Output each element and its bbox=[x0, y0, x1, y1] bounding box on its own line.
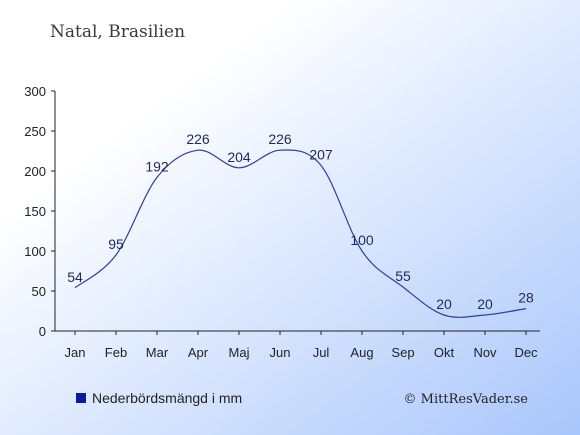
y-tick-label: 300 bbox=[24, 84, 46, 99]
legend-label: Nederbördsmängd i mm bbox=[92, 390, 242, 406]
data-label: 20 bbox=[436, 296, 452, 312]
x-tick-label: Sep bbox=[391, 345, 414, 360]
data-label: 95 bbox=[108, 236, 124, 252]
x-tick-label: Apr bbox=[188, 345, 209, 360]
data-label: 226 bbox=[186, 131, 210, 147]
y-tick-label: 0 bbox=[39, 324, 46, 339]
y-tick-label: 100 bbox=[24, 244, 46, 259]
x-tick-label: Aug bbox=[350, 345, 373, 360]
y-tick-labels: 0 50 100 150 200 250 300 bbox=[24, 84, 46, 339]
y-tick-label: 150 bbox=[24, 204, 46, 219]
data-labels: 54 95 192 226 204 226 207 100 55 20 20 28 bbox=[67, 131, 534, 312]
x-tick-label: Jul bbox=[313, 345, 330, 360]
data-label: 54 bbox=[67, 269, 83, 285]
x-tick-labels: Jan Feb Mar Apr Maj Jun Jul Aug Sep Okt Nov Dec bbox=[65, 345, 539, 360]
legend-swatch bbox=[76, 393, 86, 403]
chart-title: Natal, Brasilien bbox=[50, 22, 185, 42]
y-tick-label: 200 bbox=[24, 164, 46, 179]
x-tick-label: Jun bbox=[270, 345, 291, 360]
data-label: 100 bbox=[350, 232, 374, 248]
data-label: 204 bbox=[227, 149, 251, 165]
axes bbox=[51, 90, 540, 335]
x-tick-label: Feb bbox=[105, 345, 127, 360]
y-tick-label: 50 bbox=[32, 284, 46, 299]
x-tick-label: Jan bbox=[65, 345, 86, 360]
series-line bbox=[74, 149, 527, 318]
x-tick-label: Dec bbox=[514, 345, 538, 360]
copyright-text: © MittResVader.se bbox=[404, 392, 529, 407]
data-label: 55 bbox=[395, 268, 411, 284]
x-tick-label: Okt bbox=[434, 345, 455, 360]
data-label: 226 bbox=[268, 131, 292, 147]
data-label: 192 bbox=[145, 158, 169, 174]
data-label: 28 bbox=[518, 290, 534, 306]
data-label: 207 bbox=[309, 146, 333, 162]
data-label: 20 bbox=[477, 296, 493, 312]
x-tick-label: Mar bbox=[146, 345, 169, 360]
x-tick-label: Maj bbox=[229, 345, 250, 360]
y-tick-label: 250 bbox=[24, 124, 46, 139]
x-tick-label: Nov bbox=[473, 345, 497, 360]
